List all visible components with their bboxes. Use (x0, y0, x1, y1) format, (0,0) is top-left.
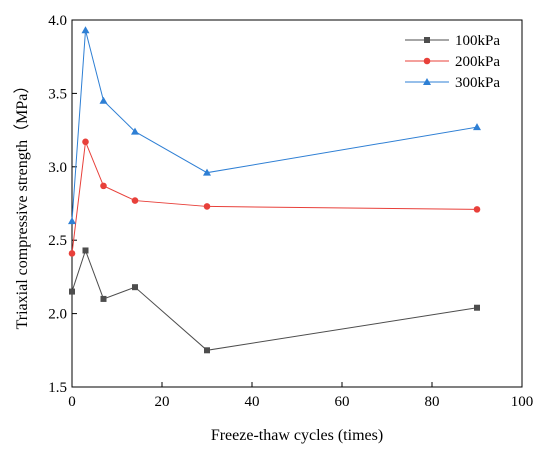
data-point (69, 288, 75, 295)
data-point (474, 304, 480, 311)
x-tick-label: 60 (335, 394, 350, 410)
data-point (131, 197, 139, 204)
data-point (68, 217, 76, 225)
data-point (100, 182, 107, 190)
y-axis-ticks: 1.5 2.0 2.5 3.0 3.5 4.0 (48, 13, 77, 396)
data-point (473, 206, 481, 213)
legend-marker (423, 57, 431, 65)
data-point (473, 123, 481, 131)
y-tick-label: 3.5 (48, 86, 67, 102)
data-point (81, 26, 90, 34)
series-300kPa (68, 26, 481, 225)
data-point (132, 284, 138, 291)
y-tick-label: 2.5 (48, 233, 67, 249)
y-tick-label: 1.5 (48, 380, 67, 396)
series-200kPa (68, 138, 481, 257)
x-tick-label: 40 (245, 394, 260, 410)
y-tick-label: 2.0 (48, 307, 67, 323)
legend-label: 200kPa (455, 54, 500, 70)
x-tick-label: 80 (425, 394, 440, 410)
series-line (71, 248, 478, 351)
x-axis-ticks: 0 20 40 60 80 100 (68, 382, 533, 410)
x-tick-label: 0 (68, 394, 76, 410)
legend: 100kPa 200kPa 300kPa (405, 33, 500, 91)
y-axis-title: Triaxial compressive strength（MPa） (13, 78, 31, 330)
plot-area-frame (71, 19, 523, 388)
data-point (203, 203, 211, 210)
series-line (71, 30, 478, 222)
y-tick-label: 4.0 (48, 13, 67, 29)
data-point (82, 138, 89, 146)
series-layer (68, 26, 481, 354)
legend-marker (424, 37, 430, 43)
x-tick-label: 20 (155, 394, 170, 410)
legend-item: 200kPa (405, 54, 500, 70)
data-point (99, 96, 108, 104)
legend-marker (423, 78, 431, 85)
legend-item: 300kPa (405, 75, 500, 91)
data-point (68, 250, 76, 257)
x-tick-label: 100 (511, 394, 534, 410)
data-point (204, 347, 210, 354)
legend-item: 100kPa (405, 33, 500, 49)
x-axis-title: Freeze-thaw cycles (times) (211, 427, 383, 444)
plot-frame (71, 19, 523, 388)
series-100kPa (69, 247, 480, 354)
legend-label: 100kPa (455, 33, 500, 49)
data-point (100, 295, 107, 302)
data-point (203, 168, 211, 176)
data-point (82, 247, 89, 254)
data-point (131, 127, 139, 135)
y-tick-label: 3.0 (48, 160, 67, 176)
legend-label: 300kPa (455, 75, 500, 91)
series-line (71, 139, 478, 254)
